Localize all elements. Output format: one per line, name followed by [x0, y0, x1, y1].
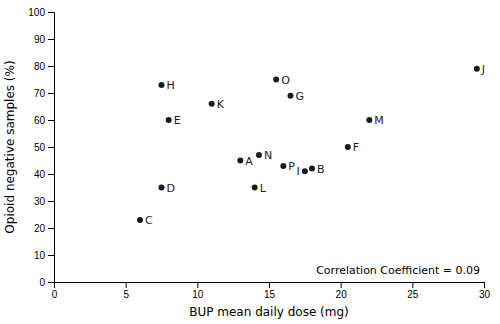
- y-tick-label: 30: [34, 196, 46, 207]
- point-label: H: [167, 79, 175, 92]
- y-tick-label: 70: [34, 88, 46, 99]
- y-tick: 80: [34, 61, 54, 72]
- x-tick: 25: [407, 282, 419, 300]
- point: [288, 93, 294, 99]
- texts: Correlation Coefficient = 0.09 A B C D E F G H I J…: [145, 63, 485, 277]
- x-tick-mark: [269, 282, 270, 288]
- point-label: J: [481, 63, 485, 76]
- y-axis-title: Opioid negative samples (%): [3, 60, 17, 233]
- y-tick-mark: [48, 282, 54, 283]
- point: [474, 66, 480, 72]
- x-tick: 10: [192, 282, 204, 300]
- y-tick: 10: [34, 250, 54, 261]
- point-label: B: [317, 163, 325, 176]
- point: [309, 166, 315, 172]
- y-axis-line: [48, 13, 55, 283]
- x-tick-label: 30: [479, 289, 491, 300]
- point: [302, 168, 308, 174]
- x-tick-mark: [197, 282, 198, 288]
- point: [273, 77, 279, 83]
- y-tick: 100: [28, 7, 54, 18]
- y-tick: 20: [34, 223, 54, 234]
- y-tick-mark: [48, 120, 54, 121]
- point-label: L: [260, 182, 267, 195]
- point-label: P: [288, 160, 295, 173]
- x-axis-line: [55, 283, 485, 289]
- point: [209, 101, 215, 107]
- x-tick-label: 20: [336, 289, 348, 300]
- point-label: I: [297, 165, 300, 178]
- point-label: A: [245, 155, 253, 168]
- x-tick-label: 10: [192, 289, 204, 300]
- y-tick: 60: [34, 115, 54, 126]
- x-tick: 15: [264, 282, 276, 300]
- x-tick: 30: [479, 282, 491, 300]
- y-tick-mark: [48, 93, 54, 94]
- x-tick: 0: [52, 282, 58, 300]
- point: [256, 152, 262, 158]
- point-label: E: [174, 114, 181, 127]
- point: [280, 163, 286, 169]
- y-tick-mark: [48, 255, 54, 256]
- x-tick: 5: [123, 282, 129, 300]
- point: [345, 144, 351, 150]
- x-tick-mark: [412, 282, 413, 288]
- y-tick-label: 0: [39, 277, 45, 288]
- point: [237, 158, 243, 164]
- y-tick-mark: [48, 147, 54, 148]
- y-tick-label: 50: [34, 142, 46, 153]
- y-tick-mark: [48, 201, 54, 202]
- x-axis-title: BUP mean daily dose (mg): [189, 305, 349, 319]
- x-tick-mark: [341, 282, 342, 288]
- point-label: F: [353, 141, 359, 154]
- point: [159, 185, 165, 191]
- x-tick-label: 15: [264, 289, 276, 300]
- y-axis: 0 10 20 30 40 50 60 70 80 90 100: [28, 7, 54, 288]
- annotation: Correlation Coefficient = 0.09: [316, 264, 480, 277]
- y-tick: 90: [34, 34, 54, 45]
- points: [137, 66, 480, 223]
- x-tick-mark: [484, 282, 485, 288]
- y-tick-mark: [48, 66, 54, 67]
- y-tick: 50: [34, 142, 54, 153]
- point-label: C: [145, 214, 153, 227]
- y-tick-label: 100: [28, 7, 45, 18]
- y-tick: 70: [34, 88, 54, 99]
- x-tick-label: 5: [123, 289, 129, 300]
- point-label: K: [217, 98, 225, 111]
- y-tick: 30: [34, 196, 54, 207]
- y-tick-mark: [48, 228, 54, 229]
- y-tick-mark: [48, 174, 54, 175]
- y-tick-label: 20: [34, 223, 46, 234]
- y-tick-label: 90: [34, 34, 46, 45]
- y-tick-label: 40: [34, 169, 46, 180]
- y-tick: 0: [39, 277, 54, 288]
- point-label: D: [167, 182, 175, 195]
- y-tick: 40: [34, 169, 54, 180]
- x-tick-label: 0: [52, 289, 58, 300]
- point-label: N: [264, 149, 272, 162]
- x-tick-label: 25: [407, 289, 419, 300]
- point: [159, 82, 165, 88]
- y-tick-label: 60: [34, 115, 46, 126]
- y-tick-mark: [48, 39, 54, 40]
- x-tick: 20: [336, 282, 348, 300]
- x-axis: 0 5 10 15 20 25 30: [52, 282, 491, 300]
- y-tick-label: 10: [34, 250, 46, 261]
- y-tick-label: 80: [34, 61, 46, 72]
- y-tick-mark: [48, 12, 54, 13]
- point-label: M: [374, 114, 384, 127]
- plot: 0 5 10 15 20 25 30 0 10 20 30 40 50 60 70 80 90 100 Correl…: [28, 7, 490, 300]
- point: [166, 117, 172, 123]
- point: [252, 185, 258, 191]
- point-label: O: [281, 74, 290, 87]
- point-label: G: [296, 90, 305, 103]
- point: [366, 117, 372, 123]
- x-tick-mark: [126, 282, 127, 288]
- chart: 0 5 10 15 20 25 30 0 10 20 30 40 50 60 70 80 90 100 Correl…: [0, 0, 500, 324]
- point: [137, 217, 143, 223]
